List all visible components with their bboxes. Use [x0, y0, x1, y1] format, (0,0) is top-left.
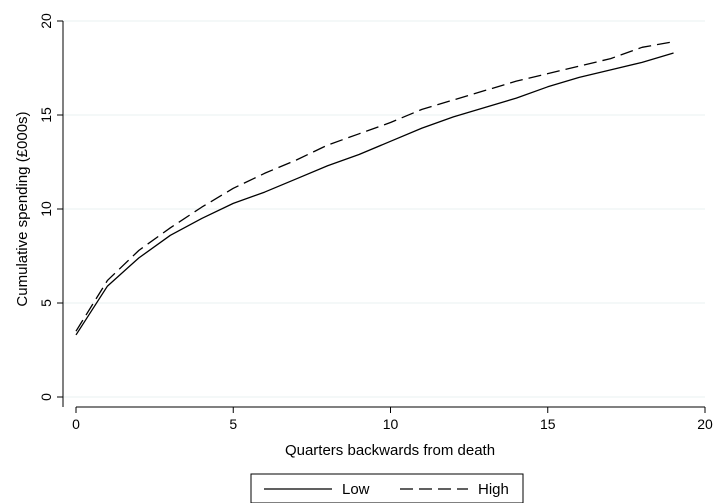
y-axis-title: Cumulative spending (£000s): [14, 111, 31, 306]
series-layer: [75, 41, 674, 336]
series-line-low: [75, 52, 674, 336]
x-tick-label: 15: [540, 416, 556, 432]
y-tick-label: 20: [38, 13, 54, 29]
x-tick-label: 5: [229, 416, 237, 432]
gridlines: [63, 20, 705, 398]
y-tick-label: 0: [38, 393, 54, 401]
legend-low-label: Low: [342, 481, 370, 498]
x-tick-label: 10: [383, 416, 399, 432]
y-tick-label: 10: [38, 201, 54, 217]
x-tick-label: 20: [697, 416, 713, 432]
y-tick-label: 15: [38, 107, 54, 123]
y-tick-label: 5: [38, 299, 54, 307]
x-axis-title: Quarters backwards from death: [285, 442, 495, 459]
legend: Low High: [250, 473, 524, 503]
legend-high-label: High: [478, 481, 509, 498]
series-line-high: [75, 41, 674, 332]
x-tick-label: 0: [72, 416, 80, 432]
axes: 0 5 10 15 20 0 5 10 15 20: [38, 13, 713, 432]
